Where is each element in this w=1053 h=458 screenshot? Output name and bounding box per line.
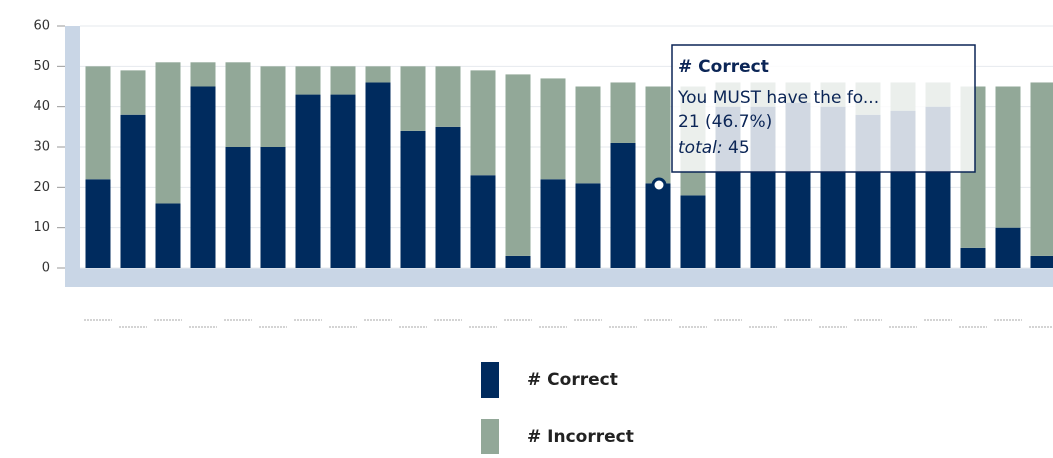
legend-label: # Incorrect xyxy=(527,427,634,447)
legend-label: # Correct xyxy=(527,370,618,390)
bar-segment xyxy=(611,143,636,268)
bar-segment xyxy=(156,62,181,203)
bar-segment xyxy=(436,127,461,268)
legend-swatch xyxy=(481,419,499,454)
tooltip-line: You MUST have the fo... xyxy=(677,88,879,108)
tooltip: # Correct You MUST have the fo... 21 (46… xyxy=(653,45,975,191)
bar-segment xyxy=(366,66,391,82)
bar-segment xyxy=(401,131,426,268)
bar-segment xyxy=(296,95,321,268)
bar-segment xyxy=(401,66,426,131)
bar-segment xyxy=(646,183,671,268)
bar-segment xyxy=(191,62,216,86)
y-tick-label: 10 xyxy=(33,220,50,235)
bar-segment xyxy=(996,87,1021,228)
bar-segment xyxy=(86,66,111,179)
y-tick-label: 50 xyxy=(33,59,50,74)
bar-segment xyxy=(121,115,146,268)
y-tick-label: 40 xyxy=(33,99,50,114)
bar-segment xyxy=(506,74,531,256)
bar-segment xyxy=(996,228,1021,268)
tooltip-total-label: total: xyxy=(678,138,723,158)
bar-segment xyxy=(296,66,321,94)
bar-segment xyxy=(506,256,531,268)
bar-segment xyxy=(156,203,181,268)
tooltip-line: 21 (46.7%) xyxy=(678,112,772,132)
hover-marker xyxy=(653,179,665,191)
y-tick-label: 20 xyxy=(33,180,50,195)
bar-segment xyxy=(331,95,356,268)
bar-segment xyxy=(471,70,496,175)
bar-segment xyxy=(86,179,111,268)
bar-segment xyxy=(961,248,986,268)
bar-segment xyxy=(541,179,566,268)
y-tick-label: 60 xyxy=(33,19,50,34)
bar-segment xyxy=(366,82,391,268)
bar-segment xyxy=(331,66,356,94)
bar-segment xyxy=(121,70,146,114)
bar-segment xyxy=(1031,82,1053,255)
bar-segment xyxy=(576,87,601,184)
y-tick-label: 30 xyxy=(33,140,50,155)
bar-segment xyxy=(611,82,636,143)
bar-segment xyxy=(261,66,286,147)
legend-swatch xyxy=(481,362,499,398)
tooltip-total-value: 45 xyxy=(728,138,750,158)
bar-segment xyxy=(471,175,496,268)
bar-segment xyxy=(261,147,286,268)
tooltip-title: # Correct xyxy=(678,57,769,77)
bar-segment xyxy=(541,78,566,179)
bar-segment xyxy=(191,87,216,269)
bar-segment xyxy=(1031,256,1053,268)
tooltip-total: total: 45 xyxy=(678,138,750,158)
y-tick-label: 0 xyxy=(42,261,50,276)
bar-segment xyxy=(436,66,461,127)
bar-segment xyxy=(681,195,706,268)
axis-wall xyxy=(65,26,80,270)
bar-segment xyxy=(576,183,601,268)
bar-segment xyxy=(226,147,251,268)
floor xyxy=(65,268,1053,287)
bar-segment xyxy=(226,62,251,147)
bar-segment xyxy=(646,87,671,184)
